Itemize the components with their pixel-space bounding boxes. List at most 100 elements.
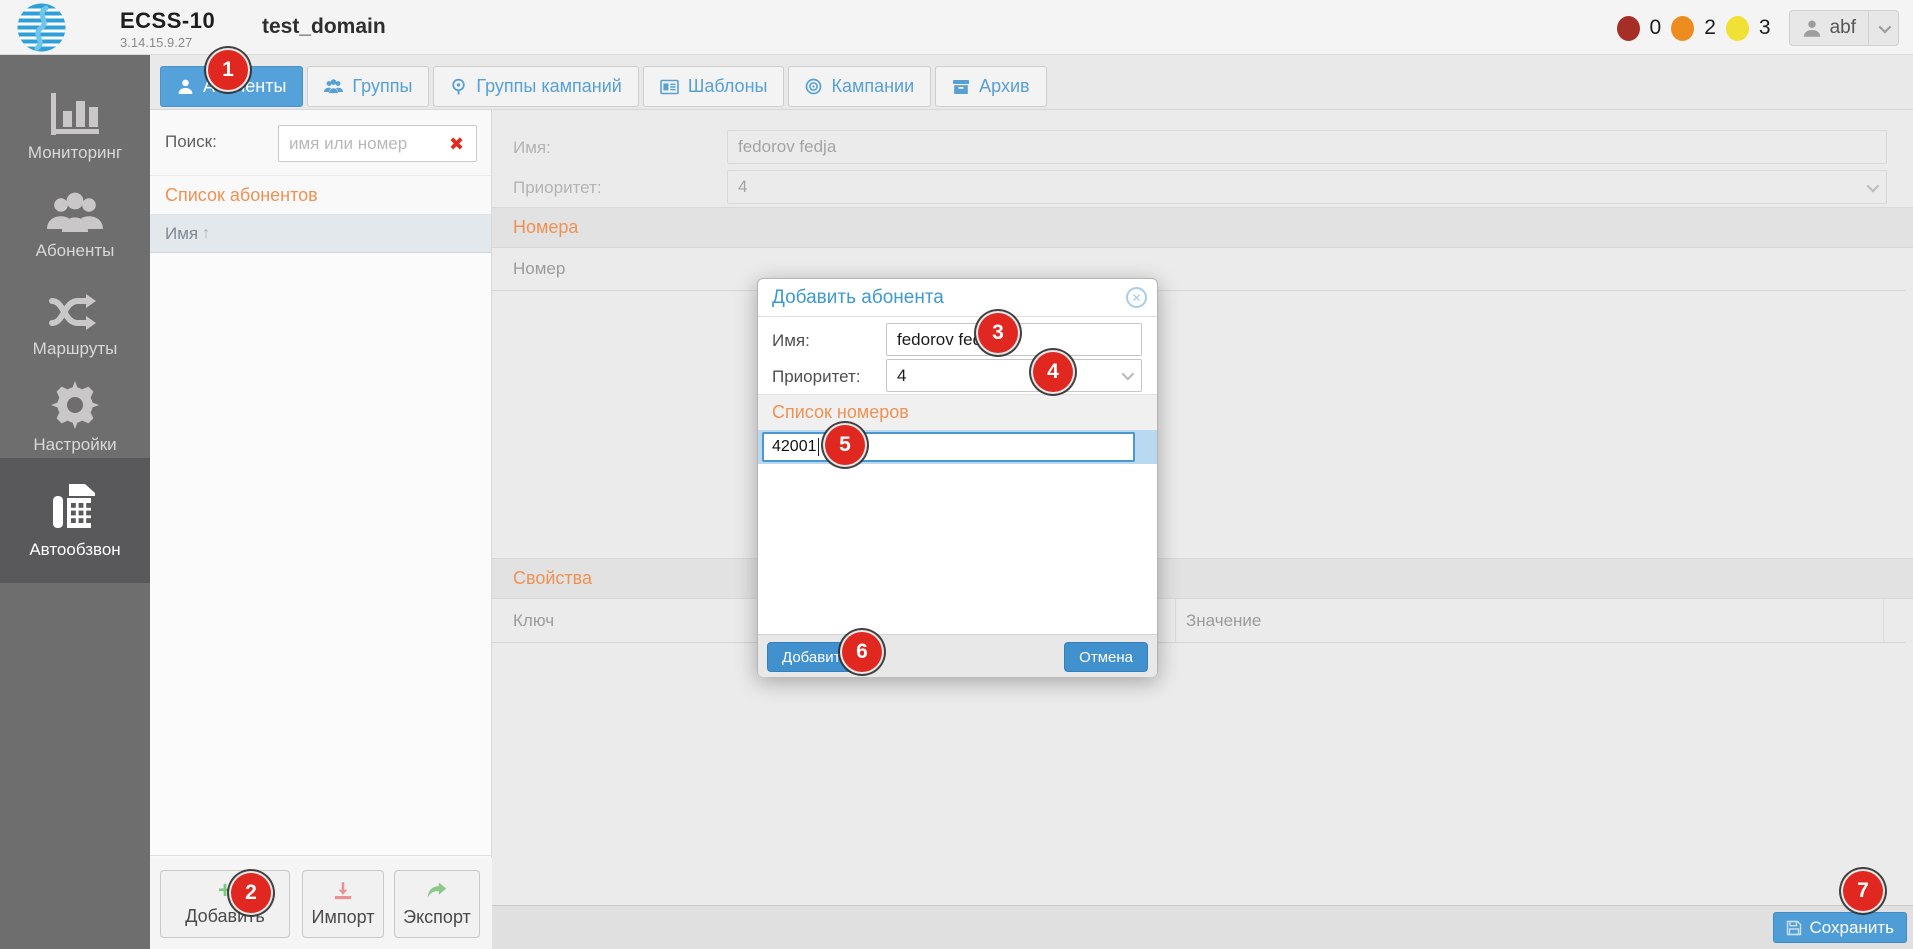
search-input[interactable] xyxy=(278,125,477,162)
brand-block: ECSS-10 3.14.15.9.27 xyxy=(120,8,215,50)
tab-archive[interactable]: Архив xyxy=(935,66,1047,107)
user-menu-toggle[interactable] xyxy=(1868,11,1898,45)
dialog-cancel-button[interactable]: Отмена xyxy=(1064,642,1148,672)
warning-alarm-count: 2 xyxy=(1704,16,1716,39)
step-marker-6: 6 xyxy=(842,632,882,672)
sidebar-label: Абоненты xyxy=(35,241,115,260)
critical-alarm-icon xyxy=(1616,15,1640,41)
users-icon xyxy=(0,183,150,235)
subscribers-panel: Поиск: ✖ Список абонентов Имя ↑ + Добави… xyxy=(150,110,492,949)
number-value: 42001 xyxy=(772,438,817,455)
button-label: Экспорт xyxy=(403,906,471,927)
shuffle-icon xyxy=(0,281,150,333)
detail-name-value: fedorov fedja xyxy=(738,137,837,156)
step-marker-5: 5 xyxy=(825,425,865,465)
search-row: Поиск: ✖ xyxy=(150,110,491,176)
step-marker-4: 4 xyxy=(1033,352,1073,392)
user-main: abf xyxy=(1790,17,1868,39)
subscriber-list-header: Список абонентов xyxy=(150,176,491,215)
dialog-priority-select[interactable]: 4 xyxy=(886,359,1142,392)
import-button[interactable]: Импорт xyxy=(302,870,384,938)
export-button[interactable]: Экспорт xyxy=(394,870,480,938)
search-label: Поиск: xyxy=(165,132,217,151)
sidebar-item-subscribers[interactable]: Абоненты xyxy=(0,183,150,261)
detail-footer: Сохранить xyxy=(492,905,1913,949)
detail-priority-select: 4 xyxy=(727,170,1887,204)
header-right: 0 2 3 abf xyxy=(1616,10,1899,46)
autodial-fax-icon xyxy=(0,482,150,534)
warning-alarm-icon xyxy=(1671,15,1695,41)
number-input[interactable]: 42001 xyxy=(762,432,1135,462)
tab-label: Кампании xyxy=(831,76,915,96)
alarm-indicators: 0 2 3 xyxy=(1616,15,1771,41)
subscriber-actions: + Добавить Импорт Экспорт xyxy=(150,858,492,949)
name-column-header[interactable]: Имя ↑ xyxy=(150,215,491,253)
sidebar-item-routes[interactable]: Маршруты xyxy=(0,281,150,359)
group-icon xyxy=(324,79,344,94)
critical-alarm-count: 0 xyxy=(1649,16,1662,39)
tab-campaign-groups[interactable]: Группы кампаний xyxy=(433,66,639,107)
step-marker-2: 2 xyxy=(231,873,271,913)
dialog-header[interactable]: Добавить абонента ✕ xyxy=(758,279,1157,317)
close-icon[interactable]: ✕ xyxy=(1126,287,1147,308)
chevron-down-icon xyxy=(1121,367,1135,381)
dialog-title: Добавить абонента xyxy=(772,286,944,308)
tab-templates[interactable]: Шаблоны xyxy=(642,66,785,107)
sidebar-item-settings[interactable]: Настройки xyxy=(0,377,150,455)
save-button[interactable]: Сохранить xyxy=(1772,912,1907,943)
detail-name-field: fedorov fedja xyxy=(727,130,1887,164)
number-row-selected[interactable]: 42001 xyxy=(758,430,1157,464)
save-button-label: Сохранить xyxy=(1809,917,1894,937)
clear-search-icon[interactable]: ✖ xyxy=(449,134,465,154)
gear-icon xyxy=(0,377,150,429)
dialog-add-label: Добавить xyxy=(782,648,849,666)
minor-alarm-icon xyxy=(1725,15,1749,41)
subscriber-list[interactable] xyxy=(150,253,491,856)
add-subscriber-button[interactable]: + Добавить xyxy=(160,870,290,938)
value-column-label: Значение xyxy=(1175,599,1883,642)
tab-label: Архив xyxy=(979,76,1030,96)
step-marker-1: 1 xyxy=(208,50,248,90)
export-arrow-icon xyxy=(426,881,448,901)
actions-column xyxy=(1883,599,1905,642)
step-marker-7: 7 xyxy=(1843,871,1883,911)
detail-priority-label: Приоритет: xyxy=(513,178,602,197)
brand-name: ECSS-10 xyxy=(120,8,216,33)
dialog-cancel-label: Отмена xyxy=(1079,648,1133,666)
number-column-label: Номер xyxy=(513,259,566,278)
chevron-down-icon xyxy=(1878,20,1892,33)
user-name: abf xyxy=(1829,17,1856,38)
properties-section-title: Свойства xyxy=(513,568,593,588)
dialog-name-label: Имя: xyxy=(772,331,810,350)
sort-asc-icon: ↑ xyxy=(202,224,211,242)
import-download-icon xyxy=(333,881,353,901)
text-caret xyxy=(817,438,819,456)
tab-label: Группы кампаний xyxy=(476,76,622,96)
detail-priority-value: 4 xyxy=(738,177,748,196)
eltex-logo-icon xyxy=(16,2,67,53)
app-header: ECSS-10 3.14.15.9.27 test_domain 0 2 3 xyxy=(0,0,1913,55)
numbers-section-header: Номера xyxy=(492,207,1913,248)
sidebar-label: Автообзвон xyxy=(29,540,121,559)
name-column-label: Имя xyxy=(165,223,199,243)
person-icon xyxy=(178,79,193,94)
number-column-header: Номер xyxy=(492,248,1905,291)
subscriber-detail-panel: Имя: fedorov fedja Приоритет: 4 Номера Н… xyxy=(492,110,1913,949)
sidebar-item-monitoring[interactable]: Мониторинг xyxy=(0,85,150,163)
tab-campaigns[interactable]: Кампании xyxy=(788,66,932,107)
properties-section-header: Свойства xyxy=(492,558,1913,599)
detail-name-label: Имя: xyxy=(513,138,551,157)
bullseye-icon xyxy=(806,78,822,95)
tab-groups[interactable]: Группы xyxy=(307,66,430,107)
sidebar-item-autodial[interactable]: Автообзвон xyxy=(0,458,150,583)
user-icon xyxy=(1802,18,1822,38)
bar-chart-icon xyxy=(0,85,150,137)
broadcast-pin-icon xyxy=(452,78,466,95)
tab-label: Шаблоны xyxy=(687,76,768,96)
brand-version: 3.14.15.9.27 xyxy=(120,35,193,50)
key-column-label: Ключ xyxy=(513,610,555,630)
tab-label: Группы xyxy=(352,76,413,96)
chevron-down-icon xyxy=(1866,179,1880,192)
user-menu[interactable]: abf xyxy=(1788,10,1899,46)
numbers-list-header: Список номеров xyxy=(758,394,1157,430)
